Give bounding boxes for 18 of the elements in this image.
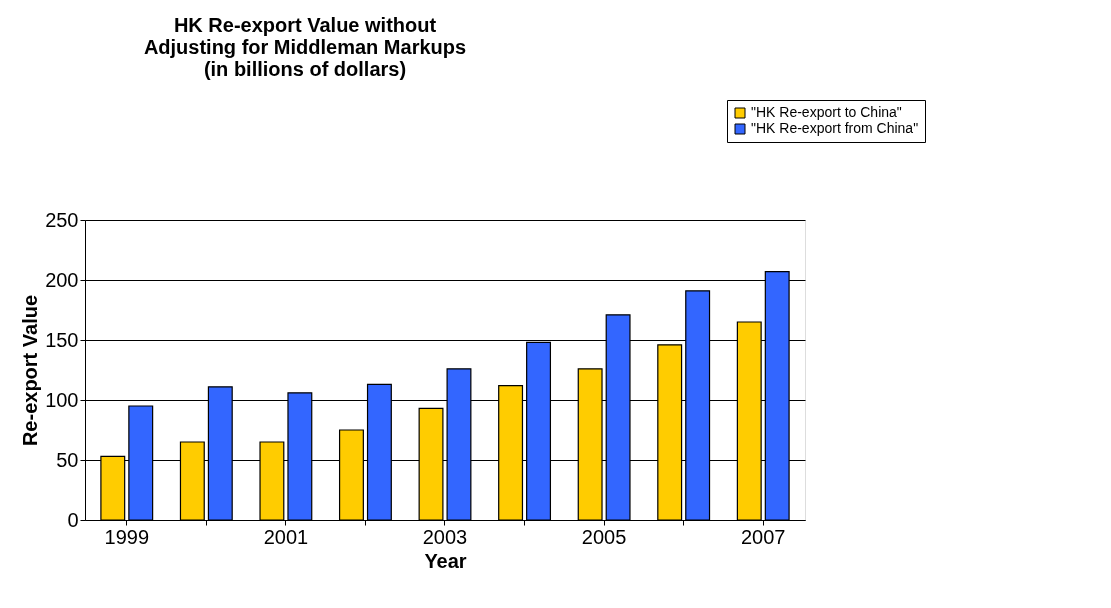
text: Adjusting for Middleman Markups xyxy=(143,35,467,58)
x-tick-label: 2001 xyxy=(263,525,309,548)
y-tick-label: 200 xyxy=(45,268,79,291)
x-tick-label: 1999 xyxy=(104,525,150,548)
x-axis-title: Year xyxy=(424,549,467,572)
y-axis-title: Re-export Value xyxy=(19,294,42,447)
x-tick-label: 2003 xyxy=(422,525,468,548)
y-tick-label: 150 xyxy=(45,328,79,351)
y-tick-label: 50 xyxy=(56,448,79,471)
x-tick-label: 2005 xyxy=(581,525,627,548)
y-tick-label: 0 xyxy=(67,508,79,531)
text: (in billions of dollars) xyxy=(203,57,407,80)
legend-label: "HK Re-export from China" xyxy=(751,120,919,136)
legend-label: "HK Re-export to China" xyxy=(751,104,902,120)
y-tick-label: 100 xyxy=(45,388,79,411)
text: HK Re-export Value without xyxy=(173,13,437,36)
y-tick-label: 250 xyxy=(45,208,79,231)
x-tick-label: 2007 xyxy=(740,525,786,548)
